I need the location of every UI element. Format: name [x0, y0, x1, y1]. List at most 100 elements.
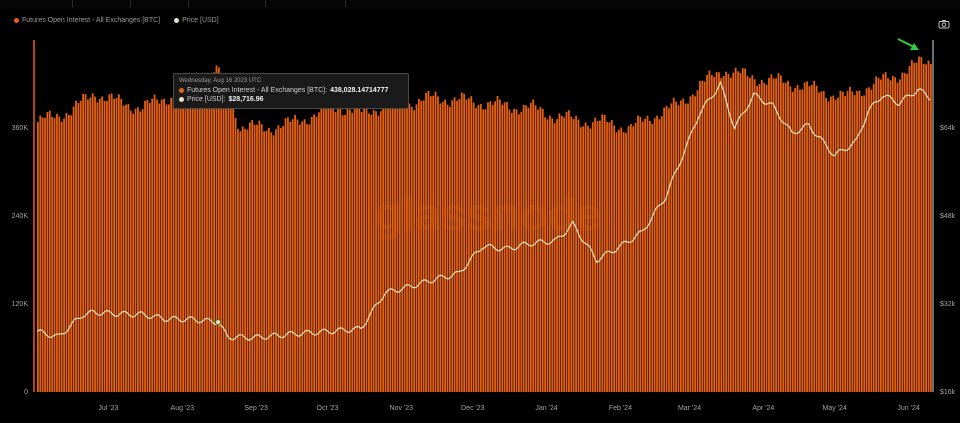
oi-bar	[675, 101, 677, 392]
oi-bar	[263, 131, 266, 392]
oi-bar	[849, 86, 851, 392]
camera-icon[interactable]	[938, 19, 950, 29]
toolbar-divider	[188, 0, 249, 7]
oi-bar	[115, 97, 118, 392]
oi-bar	[198, 88, 201, 392]
oi-bar	[891, 76, 894, 393]
oi-bar	[489, 101, 492, 392]
oi-bar	[725, 71, 727, 392]
legend-swatch-open-interest	[14, 18, 19, 23]
oi-bar	[413, 110, 416, 392]
oi-bar	[584, 122, 587, 392]
oi-bar	[703, 81, 706, 392]
oi-bar	[113, 98, 115, 392]
oi-bar	[148, 102, 151, 392]
oi-bar	[58, 116, 61, 393]
oi-bar	[656, 115, 658, 392]
oi-bar	[482, 109, 485, 392]
oi-bar	[706, 74, 708, 392]
oi-bar	[834, 99, 837, 392]
oi-bar	[525, 105, 527, 392]
tooltip-row-open-interest: Futures Open Interest - All Exchanges [B…	[179, 86, 403, 95]
oi-bar	[582, 126, 585, 392]
oi-bar	[191, 93, 194, 392]
oi-bar	[215, 65, 218, 393]
x-tick-label: Oct '23	[317, 405, 339, 412]
oi-bar	[913, 62, 916, 393]
oi-bar	[141, 109, 144, 393]
oi-bar	[175, 100, 177, 392]
oi-bar	[368, 113, 370, 392]
oi-bar	[125, 104, 127, 393]
oi-bar	[315, 116, 318, 393]
oi-bar	[896, 82, 899, 392]
oi-bar	[846, 91, 849, 393]
oi-bar	[458, 99, 461, 393]
oi-bar	[518, 114, 520, 392]
oi-bar	[270, 132, 273, 393]
toolbar-divider	[72, 0, 113, 7]
oi-bar	[739, 73, 742, 392]
oi-bar	[256, 124, 258, 392]
oi-bar	[894, 77, 897, 392]
oi-bar	[227, 97, 230, 392]
oi-bar	[765, 84, 768, 393]
legend-item-price[interactable]: Price [USD]	[174, 17, 219, 24]
oi-bar	[694, 96, 697, 392]
oi-bar	[568, 110, 570, 392]
oi-bar	[70, 115, 73, 393]
top-toolbar	[0, 0, 960, 10]
oi-bar	[677, 105, 680, 393]
oi-bar	[158, 103, 161, 393]
oi-bar	[587, 125, 589, 393]
oi-bar	[134, 108, 137, 392]
oi-bar	[884, 72, 887, 393]
oi-bar	[749, 77, 751, 393]
oi-bar	[410, 106, 413, 392]
oi-bar	[420, 101, 423, 392]
oi-bar	[882, 74, 885, 393]
legend-item-open-interest[interactable]: Futures Open Interest - All Exchanges [B…	[14, 17, 160, 24]
oi-bar	[241, 126, 244, 392]
oi-bar	[346, 108, 349, 392]
oi-bar	[496, 95, 499, 392]
oi-bar	[425, 92, 427, 392]
oi-bar	[427, 91, 430, 392]
oi-bar	[577, 119, 580, 392]
oi-bar	[387, 106, 389, 392]
chart-legend: Futures Open Interest - All Exchanges [B…	[14, 17, 219, 24]
oi-bar	[170, 97, 173, 393]
oi-bar	[494, 101, 496, 392]
oi-bar	[444, 99, 446, 392]
oi-bar	[596, 120, 599, 393]
oi-bar	[789, 86, 792, 392]
oi-bar	[396, 101, 399, 393]
oi-bar	[177, 94, 180, 392]
oi-bar	[127, 103, 130, 392]
oi-bar	[372, 110, 375, 393]
oi-bar	[89, 97, 92, 392]
x-tick-label: Jul '23	[98, 405, 118, 412]
oi-bar	[244, 129, 246, 392]
x-tick-label: Sep '23	[244, 405, 268, 412]
oi-bar	[322, 105, 325, 393]
oi-bar	[691, 94, 694, 393]
y-left-tick-label: 0	[24, 389, 28, 396]
oi-bar	[649, 120, 651, 392]
oi-bar	[189, 86, 192, 392]
oi-bar	[627, 126, 630, 393]
toolbar-divider	[130, 0, 171, 7]
oi-bar	[91, 93, 94, 392]
oi-bar	[260, 124, 263, 392]
oi-bar	[251, 119, 254, 393]
oi-bar	[151, 98, 154, 393]
oi-bar	[41, 117, 44, 392]
tooltip-row-price: Price [USD]: $28,716.96	[179, 95, 403, 104]
oi-bar	[298, 124, 301, 392]
oi-bar	[922, 63, 925, 393]
oi-bar	[522, 104, 525, 392]
oi-bar	[787, 80, 789, 392]
oi-bar	[827, 101, 830, 392]
oi-bar	[287, 117, 289, 392]
